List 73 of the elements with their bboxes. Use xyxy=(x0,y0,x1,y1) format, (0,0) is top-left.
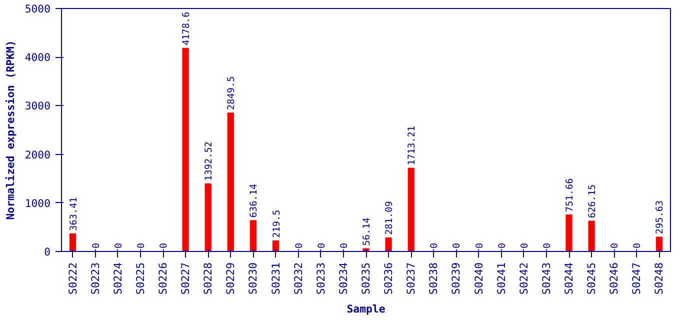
data-label: 0 xyxy=(294,242,305,248)
bar xyxy=(385,237,392,252)
x-tick-label: S0246 xyxy=(608,262,621,295)
x-tick-label: S0243 xyxy=(540,262,553,295)
x-tick-label: S0244 xyxy=(562,262,576,295)
bar xyxy=(566,214,572,252)
data-label: 295.63 xyxy=(654,200,666,234)
x-tick-label: S0226 xyxy=(156,262,170,295)
data-label: 0 xyxy=(113,242,124,248)
x-tick-label: S0224 xyxy=(111,262,124,295)
y-tick-label: 5000 xyxy=(24,2,51,16)
data-label: 636.14 xyxy=(248,184,260,218)
x-tick-label: S0237 xyxy=(404,262,418,295)
x-tick-label: S0235 xyxy=(360,262,372,295)
x-tick-label: S0245 xyxy=(585,262,598,295)
x-tick-label: S0241 xyxy=(494,262,508,295)
y-tick-label: 3000 xyxy=(24,100,51,113)
bar xyxy=(69,233,76,252)
x-tick-label: S0240 xyxy=(472,262,486,295)
x-tick-label: S0229 xyxy=(224,262,238,295)
data-label: 0 xyxy=(316,242,328,248)
x-tick-label: S0234 xyxy=(336,262,350,295)
data-label: 363.41 xyxy=(68,197,80,231)
data-label: 281.09 xyxy=(384,201,396,235)
data-label: 0 xyxy=(158,242,170,248)
bar xyxy=(656,236,663,252)
data-label: 0 xyxy=(519,242,530,248)
data-label: 0 xyxy=(136,242,147,248)
x-tick-label: S0231 xyxy=(269,262,282,295)
x-tick-label: S0236 xyxy=(382,262,396,295)
x-tick-label: S0223 xyxy=(88,262,102,295)
data-label: 4178.6 xyxy=(181,11,192,46)
data-label: 0 xyxy=(452,242,463,248)
x-tick-label: S0230 xyxy=(246,262,260,295)
data-label: 1392.52 xyxy=(204,142,215,181)
bar xyxy=(408,168,414,252)
x-tick-label: S0247 xyxy=(630,262,644,295)
data-label: 0 xyxy=(632,242,644,248)
y-tick-label: 0 xyxy=(44,246,51,258)
x-tick-label: S0248 xyxy=(652,262,666,295)
bar xyxy=(250,220,257,252)
data-label: 0 xyxy=(542,242,553,248)
x-tick-label: S0222 xyxy=(66,262,80,295)
x-tick-label: S0227 xyxy=(179,262,192,295)
bar xyxy=(588,220,595,252)
x-axis-title: Sample xyxy=(346,302,386,316)
x-tick-label: S0228 xyxy=(202,262,215,295)
data-label: 56.14 xyxy=(362,217,372,246)
x-tick-label: S0225 xyxy=(134,262,147,295)
data-label: 0 xyxy=(338,242,350,248)
data-label: 0 xyxy=(474,242,486,248)
data-label: 626.15 xyxy=(587,184,598,218)
x-tick-label: S0238 xyxy=(427,262,440,295)
x-tick-label: S0233 xyxy=(314,262,328,295)
data-label: 0 xyxy=(90,242,102,248)
x-tick-label: S0242 xyxy=(517,262,530,295)
bar xyxy=(272,240,280,252)
y-tick-label: 4000 xyxy=(24,51,51,64)
bar xyxy=(227,112,234,252)
y-tick-label: 1000 xyxy=(24,196,51,210)
y-tick-label: 2000 xyxy=(24,148,51,162)
data-label: 751.66 xyxy=(564,178,576,212)
x-tick-label: S0239 xyxy=(450,262,463,295)
y-axis-title: Normalized expression (RPKM) xyxy=(4,40,17,220)
data-label: 2849.5 xyxy=(226,76,238,110)
data-label: 0 xyxy=(429,242,440,248)
bar xyxy=(182,48,189,252)
data-label: 1713.21 xyxy=(406,126,418,166)
x-tick-label: S0232 xyxy=(292,262,305,295)
bar xyxy=(204,183,212,252)
data-label: 0 xyxy=(610,242,621,248)
data-label: 0 xyxy=(496,242,508,248)
data-label: 219.5 xyxy=(271,210,282,238)
